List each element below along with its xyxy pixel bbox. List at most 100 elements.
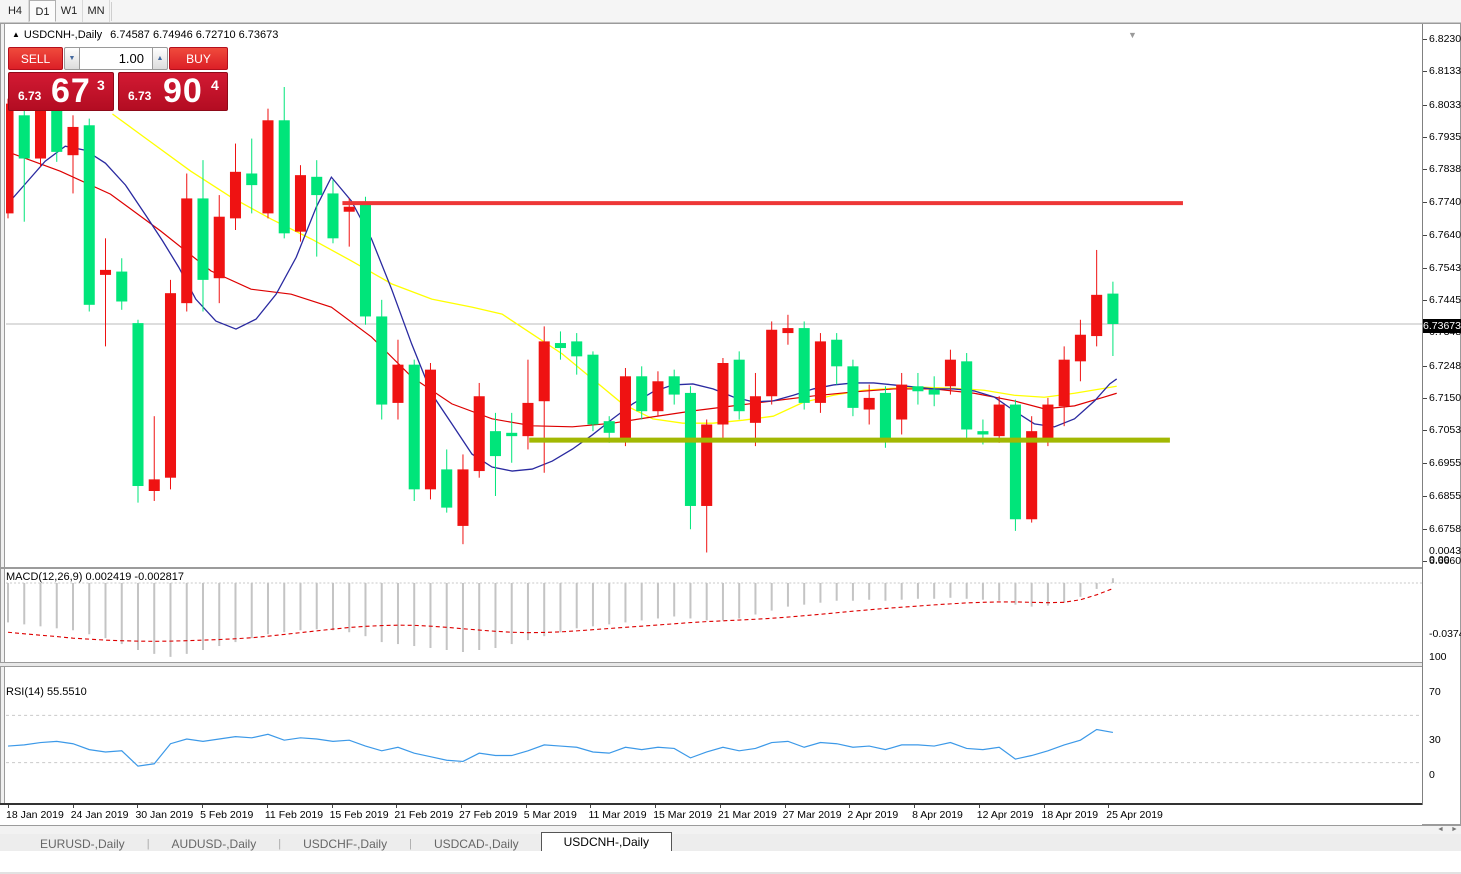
tab-usdcad-daily[interactable]: USDCAD-,Daily	[433, 837, 519, 851]
price-tick-label: 6.80330	[1429, 98, 1461, 111]
rsi-axis-label: 70	[1429, 686, 1441, 699]
tab-usdchf-daily[interactable]: USDCHF-,Daily	[303, 837, 388, 851]
price-axis-tick	[1423, 104, 1427, 106]
macd-signal-line	[7, 588, 1114, 642]
candle-body	[262, 120, 274, 214]
candle-body	[99, 269, 112, 275]
main-chart-canvas[interactable]	[6, 26, 1428, 567]
sell-button[interactable]: SELL	[8, 47, 63, 70]
price-axis-tick	[1423, 430, 1427, 432]
rsi-indicator-label: RSI(14) 55.5510	[6, 686, 87, 698]
macd-chart-canvas[interactable]	[6, 569, 1428, 662]
candle-body	[18, 115, 30, 159]
tab-usdcnh-daily[interactable]: USDCNH-,Daily	[540, 832, 672, 851]
candle-body	[733, 359, 745, 412]
timeframe-button-mn[interactable]: MN	[83, 0, 110, 22]
timeframe-toolbar: H4 D1 W1 MN	[0, 0, 1461, 23]
tab-separator: |	[409, 838, 412, 850]
date-tick-label: 15 Mar 2019	[653, 809, 713, 821]
timeframe-button-d1[interactable]: D1	[29, 0, 56, 22]
rsi-chart-canvas[interactable]	[6, 667, 1428, 803]
horizontal-scrollbar[interactable]: ◄ ►	[0, 825, 1461, 834]
symbol-tab-bar: EURUSD-,Daily | AUDUSD-,Daily | USDCHF-,Dail…	[0, 832, 1461, 851]
scroll-left-icon[interactable]: ◄	[1437, 826, 1444, 833]
scroll-right-icon[interactable]: ►	[1451, 826, 1458, 833]
date-tick-label: 18 Jan 2019	[6, 809, 64, 821]
date-tick-label: 12 Apr 2019	[976, 809, 1034, 821]
date-axis-tick	[849, 805, 851, 808]
chart-title: ▲ USDCNH-,Daily 6.74587 6.74946 6.72710 6.…	[12, 29, 278, 43]
candle-body	[798, 328, 810, 403]
candle-body	[896, 384, 908, 420]
volume-input[interactable]	[80, 47, 152, 70]
candle-body	[863, 397, 875, 410]
timeframe-button-h4[interactable]: H4	[2, 0, 29, 22]
candle-body	[766, 329, 778, 397]
candle-body	[489, 431, 501, 457]
date-axis-tick	[1108, 805, 1110, 808]
candle-body	[376, 316, 388, 405]
date-tick-label: 5 Mar 2019	[523, 809, 577, 821]
date-tick-label: 24 Jan 2019	[70, 809, 129, 821]
tab-separator: |	[278, 838, 282, 850]
price-tick-label: 6.74455	[1429, 293, 1461, 306]
price-axis-tick	[1423, 71, 1427, 73]
buy-price-sup: 4	[211, 77, 219, 93]
buy-price-small: 6.73	[128, 89, 152, 103]
price-axis-tick	[1423, 169, 1427, 171]
candle-body	[636, 376, 648, 412]
price-axis-tick	[1423, 137, 1427, 139]
volume-increase-button[interactable]: ▲	[152, 47, 168, 70]
date-axis-tick	[784, 805, 786, 808]
candle-body	[879, 392, 891, 440]
date-axis-tick	[914, 805, 916, 808]
date-axis-tick	[396, 805, 398, 808]
candle-body	[668, 376, 680, 395]
date-tick-label: 21 Mar 2019	[717, 809, 777, 821]
chart-title-symbol: USDCNH-,Daily	[23, 29, 103, 41]
sell-price-box[interactable]: 6.73 67 3	[8, 72, 114, 111]
date-axis-tick	[72, 805, 74, 808]
candle-body	[473, 396, 485, 472]
collapse-triangle-icon[interactable]: ▲	[12, 30, 20, 39]
tab-eurusd-daily[interactable]: EURUSD-,Daily	[40, 837, 125, 851]
volume-decrease-button[interactable]: ▼	[64, 47, 80, 70]
tab-audusd-daily[interactable]: AUDUSD-,Daily	[171, 837, 257, 851]
one-click-trade-panel: SELL ▼ ▲ BUY 6.73 67 3 6.73 90 4	[8, 47, 228, 111]
candle-body	[571, 341, 583, 357]
timeframe-button-w1[interactable]: W1	[56, 0, 83, 22]
date-tick-label: 30 Jan 2019	[135, 809, 194, 821]
candle-body	[359, 201, 372, 317]
price-tick-label: 6.66605	[1429, 554, 1461, 567]
buy-button[interactable]: BUY	[169, 47, 228, 70]
date-axis-tick	[202, 805, 204, 808]
price-axis[interactable]: 6.82305 6.81330 6.80330 6.79355 6.78380 6.774…	[1422, 24, 1461, 805]
candle-body	[1107, 293, 1119, 324]
panel-splitter[interactable]	[0, 567, 1422, 569]
date-axis[interactable]: 18 Jan 2019 24 Jan 2019 30 Jan 2019 5 Feb 2…	[0, 805, 1422, 825]
candle-body	[116, 271, 128, 302]
date-tick-label: 2 Apr 2019	[847, 809, 899, 821]
candle-body	[148, 479, 160, 492]
candle-body	[229, 171, 242, 219]
candle-body	[6, 103, 14, 214]
date-tick-label: 8 Apr 2019	[912, 809, 963, 821]
candle-body	[34, 110, 47, 159]
candle-body	[847, 366, 859, 408]
candle-body	[1026, 431, 1038, 520]
date-tick-label: 27 Feb 2019	[459, 809, 518, 821]
price-axis-tick	[1423, 39, 1427, 40]
buy-price-box[interactable]: 6.73 90 4	[118, 72, 228, 111]
candle-body	[603, 421, 615, 433]
panel-splitter[interactable]	[0, 662, 1422, 667]
date-axis-tick	[137, 805, 139, 808]
date-tick-label: 5 Feb 2019	[200, 809, 254, 821]
price-tick-label: 6.71505	[1429, 392, 1461, 405]
date-axis-tick	[525, 805, 527, 808]
tab-separator: |	[146, 838, 150, 850]
date-axis-tick	[461, 805, 463, 808]
candle-body	[506, 432, 518, 437]
candle-body	[392, 364, 404, 403]
scroll-to-end-icon[interactable]: ▼	[1128, 30, 1137, 40]
rsi-panel-border	[0, 803, 1422, 805]
